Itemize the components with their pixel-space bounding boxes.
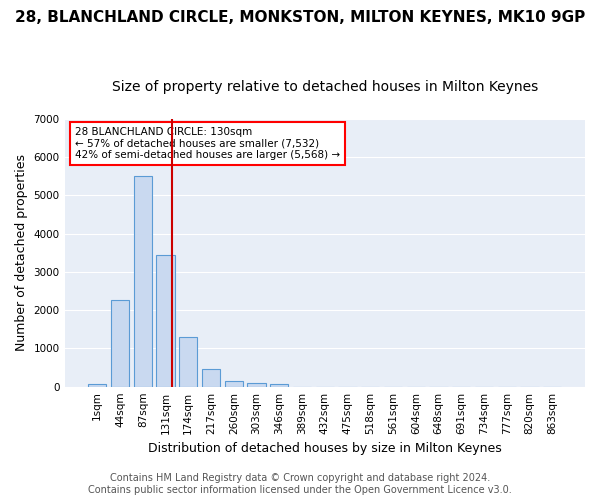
X-axis label: Distribution of detached houses by size in Milton Keynes: Distribution of detached houses by size …	[148, 442, 502, 455]
Bar	[157, 256, 175, 386]
Bar	[224, 380, 243, 386]
Bar	[111, 300, 129, 386]
Bar	[202, 370, 220, 386]
Text: 28, BLANCHLAND CIRCLE, MONKSTON, MILTON KEYNES, MK10 9GP: 28, BLANCHLAND CIRCLE, MONKSTON, MILTON …	[15, 10, 585, 25]
Bar	[247, 384, 266, 386]
Y-axis label: Number of detached properties: Number of detached properties	[15, 154, 28, 351]
Text: 28 BLANCHLAND CIRCLE: 130sqm
← 57% of detached houses are smaller (7,532)
42% of: 28 BLANCHLAND CIRCLE: 130sqm ← 57% of de…	[75, 127, 340, 160]
Bar	[270, 384, 289, 386]
Bar	[179, 337, 197, 386]
Text: Contains HM Land Registry data © Crown copyright and database right 2024.
Contai: Contains HM Land Registry data © Crown c…	[88, 474, 512, 495]
Bar	[134, 176, 152, 386]
Bar	[88, 384, 106, 386]
Title: Size of property relative to detached houses in Milton Keynes: Size of property relative to detached ho…	[112, 80, 538, 94]
